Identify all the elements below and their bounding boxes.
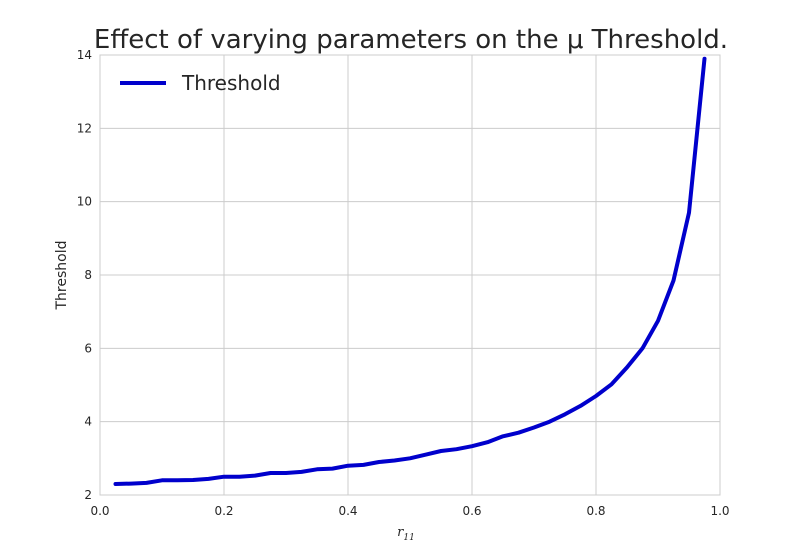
x-tick-label: 0.6	[462, 504, 481, 518]
y-tick-label: 6	[84, 341, 92, 355]
y-tick-label: 14	[77, 48, 92, 62]
x-axis-ticks: 0.0 0.2 0.4 0.6 0.8 1.0	[90, 504, 729, 518]
x-tick-label: 0.8	[586, 504, 605, 518]
x-axis-label: r11	[397, 525, 415, 543]
y-tick-label: 10	[77, 195, 92, 209]
series-line-threshold	[113, 56, 707, 486]
y-tick-label: 4	[84, 415, 92, 429]
plot-area-frame	[99, 54, 721, 496]
y-tick-label: 12	[77, 121, 92, 135]
y-tick-label: 8	[84, 268, 92, 282]
series-layer	[113, 56, 707, 486]
y-axis-label: Threshold	[54, 241, 70, 311]
x-axis-label-subscript: 11	[403, 533, 414, 543]
x-tick-label: 0.4	[338, 504, 357, 518]
grid	[99, 54, 721, 496]
x-axis-label-base: r	[397, 525, 404, 540]
legend-label: Threshold	[181, 71, 281, 95]
x-tick-label: 1.0	[710, 504, 729, 518]
y-tick-label: 2	[84, 488, 92, 502]
y-axis-ticks: 2 4 6 8 10 12 14	[77, 48, 92, 502]
legend: Threshold	[120, 71, 281, 95]
x-tick-label: 0.2	[214, 504, 233, 518]
x-tick-label: 0.0	[90, 504, 109, 518]
chart-title: Effect of varying parameters on the μ Th…	[94, 25, 728, 55]
